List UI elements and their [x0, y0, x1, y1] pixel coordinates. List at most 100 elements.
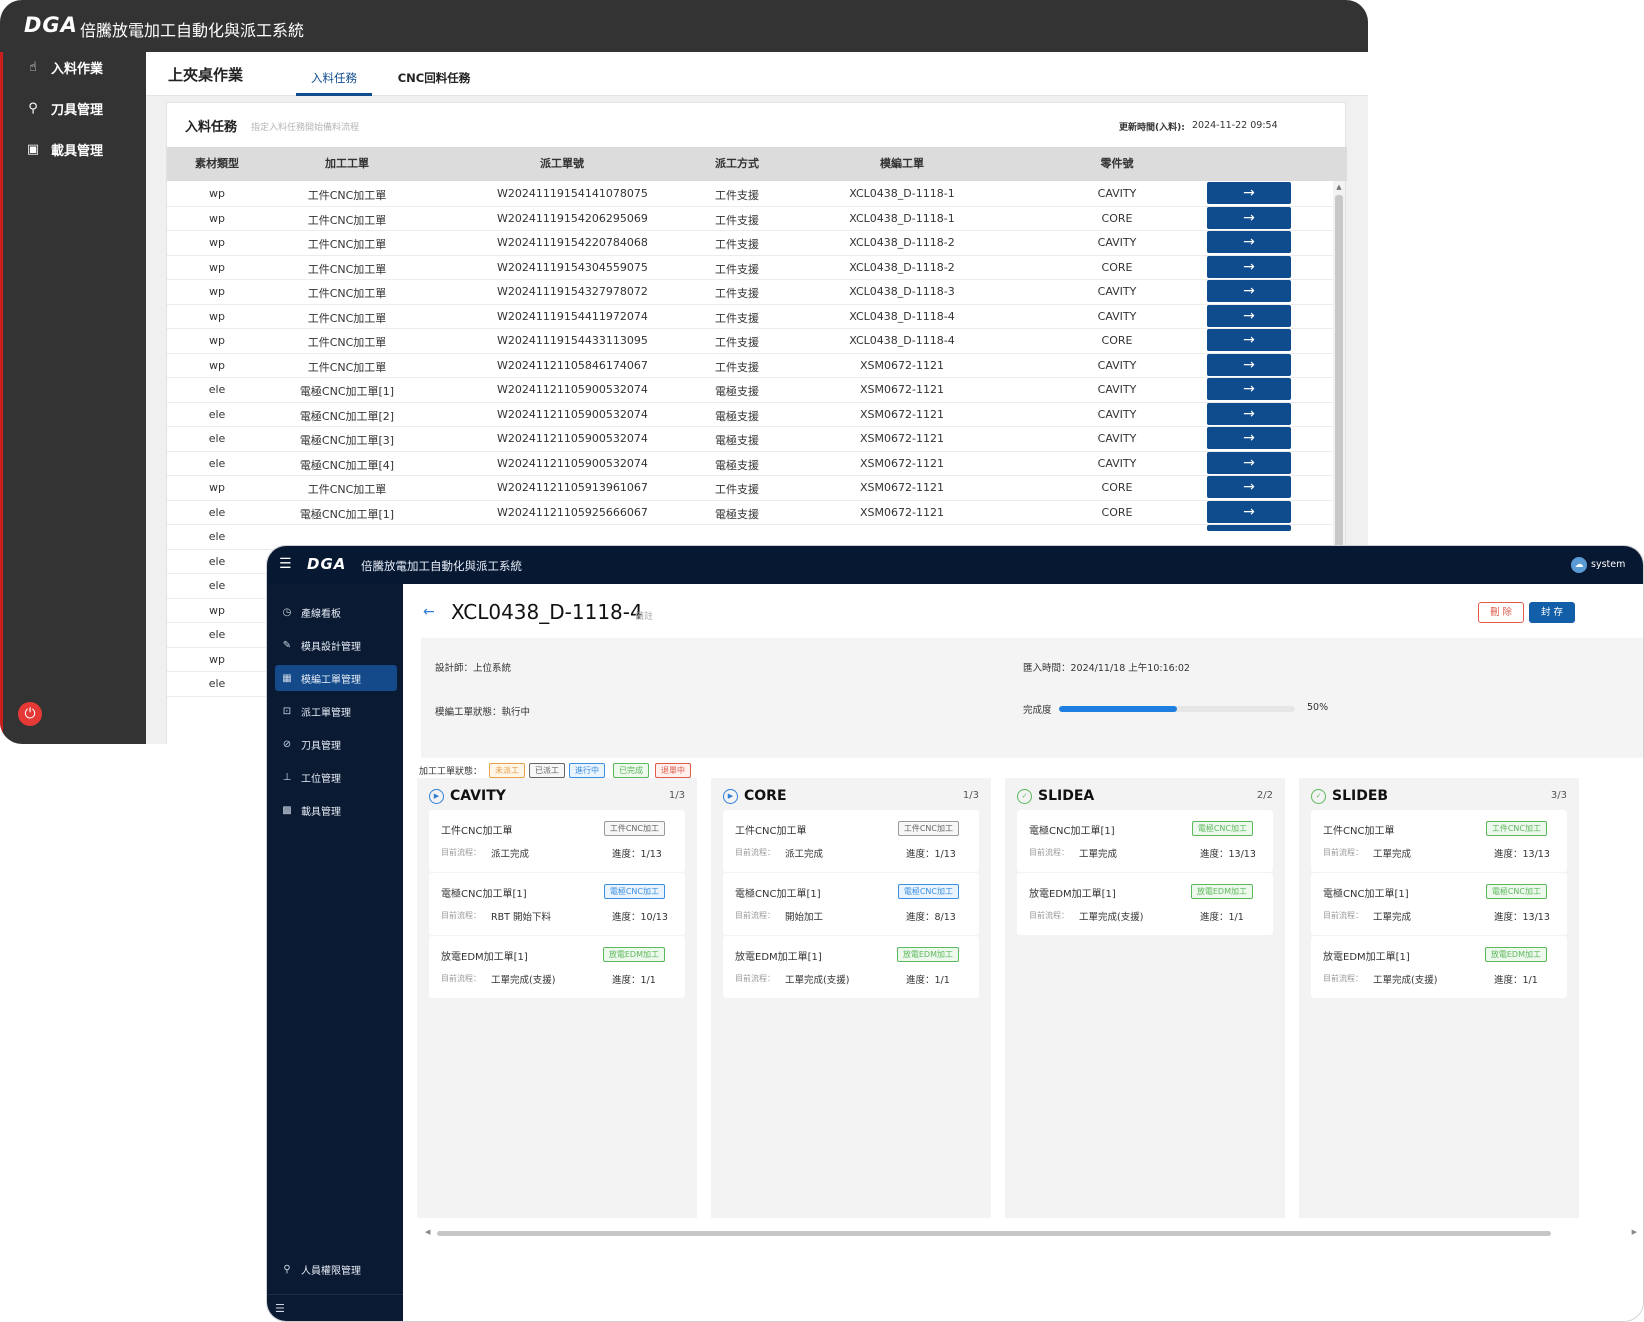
card-title: 電極CNC加工單[1] [1029, 826, 1115, 837]
task-card[interactable]: 放電EDM加工單[1] 放電EDM加工 目前流程： 工單完成(支援) 進度：1/1 [723, 936, 979, 998]
table-cell: CAVITY [1097, 383, 1137, 396]
go-button[interactable] [1207, 525, 1291, 531]
back-arrow-icon[interactable]: ← [423, 604, 435, 620]
flow-value: 工單完成 [1373, 849, 1412, 860]
row-divider [167, 426, 1347, 427]
sidebar-item-workstation[interactable]: ⊥ 工位管理 [275, 764, 397, 790]
go-button[interactable]: → [1207, 329, 1291, 351]
column-header: ▶ CORE [723, 788, 787, 804]
scroll-left-icon[interactable]: ◀ [425, 1228, 431, 1236]
card-status-badge: 電極CNC加工 [1191, 821, 1253, 836]
table-cell: 工件CNC加工單 [307, 483, 387, 496]
scroll-up-icon[interactable]: ▲ [1336, 183, 1342, 191]
tab-inbound-task[interactable]: 入料任務 [296, 52, 372, 96]
table-cell: 工件CNC加工單 [307, 262, 387, 276]
go-button[interactable]: → [1207, 231, 1291, 253]
column-title: CORE [744, 788, 787, 804]
go-button[interactable]: → [1207, 378, 1291, 400]
sidebar-item-tool[interactable]: ⚲ 刀具管理 [25, 95, 103, 121]
note-link[interactable]: 備註 [635, 612, 654, 622]
card-title: 工件CNC加工單 [1323, 826, 1395, 837]
sidebar-item-tool[interactable]: ⊘ 刀具管理 [275, 731, 397, 757]
table-cell: ele [208, 530, 226, 543]
page-title: 上夾桌作業 [168, 66, 244, 84]
table-cell: CAVITY [1097, 432, 1137, 445]
column-count: 3/3 [1550, 790, 1567, 801]
task-card[interactable]: 工件CNC加工單 工件CNC加工 目前流程： 派工完成 進度：1/13 [429, 810, 685, 872]
card-status-badge: 放電EDM加工 [1190, 884, 1253, 899]
scroll-thumb[interactable] [1335, 195, 1343, 555]
task-card[interactable]: 電極CNC加工單[1] 電極CNC加工 目前流程： 工單完成 進度：13/13 [1017, 810, 1273, 872]
sidebar-item-dispatch[interactable]: ⊡ 派工單管理 [275, 698, 397, 724]
table-cell: 電極支援 [715, 507, 759, 521]
column-title: SLIDEA [1038, 788, 1095, 804]
go-button[interactable]: → [1207, 451, 1291, 474]
go-button[interactable]: → [1207, 500, 1291, 523]
flow-label: 目前流程： [441, 848, 481, 857]
sidebar-item-fixture-scan[interactable]: ▣ 載具管理 [25, 136, 103, 162]
go-button[interactable]: → [1207, 476, 1291, 498]
delete-button[interactable]: 刪 除 [1478, 602, 1524, 623]
progress-text: 進度：8/13 [906, 912, 956, 923]
progress-text: 進度：13/13 [1200, 849, 1256, 860]
progress-value: 50% [1307, 702, 1329, 713]
sidebar-item-fixture[interactable]: ▩ 載具管理 [275, 797, 397, 823]
sidebar-item-dashboard[interactable]: ◷ 產線看板 [275, 599, 397, 625]
go-button[interactable]: → [1207, 353, 1291, 376]
go-button[interactable]: → [1207, 280, 1291, 302]
table-cell: CORE [1101, 260, 1133, 274]
card-status-badge: 工件CNC加工 [603, 821, 665, 836]
column-header: 派工單號 [540, 157, 584, 170]
task-card[interactable]: 電極CNC加工單[1] 電極CNC加工 目前流程： RBT 開始下料 進度：10/13 [429, 873, 685, 935]
scroll-thumb[interactable] [437, 1231, 1551, 1236]
task-card[interactable]: 放電EDM加工單[1] 放電EDM加工 目前流程： 工單完成(支援) 進度：1/1 [429, 936, 685, 998]
go-button[interactable]: → [1207, 402, 1291, 425]
table-cell: 工件CNC加工單 [307, 189, 387, 202]
task-card[interactable]: 工件CNC加工單 工件CNC加工 目前流程： 派工完成 進度：1/13 [723, 810, 979, 872]
sidebar-item-table[interactable]: ▦ 模編工單管理 [275, 665, 397, 691]
progress-text: 進度：1/13 [906, 849, 956, 860]
table-scrollbar[interactable]: ▲ [1333, 181, 1345, 561]
menu-icon[interactable]: ☰ [279, 556, 292, 572]
tab-cnc-return-task[interactable]: CNC回料任務 [386, 52, 482, 96]
go-button[interactable]: → [1207, 206, 1291, 229]
user-name[interactable]: system [1591, 559, 1626, 570]
sidebar-item-hand-pointer[interactable]: ☝ 入料作業 [25, 54, 103, 80]
table-cell: XSM0672-1121 [860, 432, 944, 445]
sidebar-item-permissions[interactable]: ⚲ 人員權限管理 [275, 1256, 397, 1282]
update-time-value: 2024-11-22 09:54 [1192, 120, 1278, 131]
go-button[interactable]: → [1207, 427, 1291, 449]
avatar[interactable]: ☁ [1571, 557, 1587, 573]
arrow-right-icon: → [1243, 307, 1255, 324]
board-scrollbar[interactable]: ◀ ▶ [421, 1228, 1637, 1238]
progress-text: 進度：13/13 [1494, 849, 1550, 860]
status-badge: 退單中 [655, 763, 691, 778]
task-card[interactable]: 電極CNC加工單[1] 電極CNC加工 目前流程： 開始加工 進度：8/13 [723, 873, 979, 935]
go-button[interactable]: → [1207, 182, 1291, 204]
row-divider [167, 279, 1347, 280]
go-button[interactable]: → [1207, 255, 1291, 278]
card-title: 電極CNC加工單[1] [735, 889, 821, 900]
table-cell: W20241121105925666067 [497, 505, 648, 519]
task-card[interactable]: 放電EDM加工單[1] 放電EDM加工 目前流程： 工單完成(支援) 進度：1/1 [1017, 873, 1273, 935]
table-cell: XSM0672-1121 [860, 505, 944, 519]
table-cell: XCL0438_D-1118-2 [849, 260, 955, 274]
front-app-title: 倍騰放電加工自動化與派工系統 [361, 559, 522, 573]
row-divider [167, 524, 1347, 525]
scroll-right-icon[interactable]: ▶ [1631, 1228, 1637, 1236]
collapse-icon[interactable]: ☰ [275, 1302, 285, 1315]
power-icon[interactable]: ⏻ [18, 702, 42, 726]
arrow-right-icon: → [1243, 381, 1255, 397]
table-cell: 電極CNC加工單[4] [299, 458, 395, 472]
task-card[interactable]: 工件CNC加工單 工件CNC加工 目前流程： 工單完成 進度：13/13 [1311, 810, 1567, 872]
task-card[interactable]: 電極CNC加工單[1] 電極CNC加工 目前流程： 工單完成 進度：13/13 [1311, 873, 1567, 935]
column-header: 素材類型 [195, 157, 239, 170]
column-title: CAVITY [450, 788, 506, 804]
flow-label: 目前流程： [1323, 848, 1363, 857]
archive-button[interactable]: 封 存 [1529, 602, 1575, 623]
table-cell: XCL0438_D-1118-2 [849, 236, 955, 249]
table-cell: wp [209, 285, 225, 298]
task-card[interactable]: 放電EDM加工單[1] 放電EDM加工 目前流程： 工單完成(支援) 進度：1/1 [1311, 936, 1567, 998]
go-button[interactable]: → [1207, 304, 1291, 327]
sidebar-item-edit[interactable]: ✎ 模具設計管理 [275, 632, 397, 658]
